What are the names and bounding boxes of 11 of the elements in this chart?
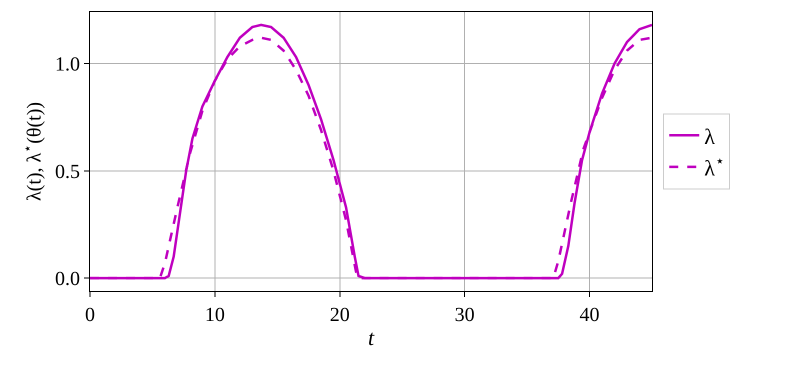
legend-label: λ$^{⋆}$: [704, 153, 724, 180]
y-tick-label: 0.5: [55, 160, 80, 183]
y-tick-label: 0.0: [55, 268, 80, 290]
y-tick-label: 1.0: [55, 54, 80, 76]
legend-label: λ: [704, 124, 716, 149]
x-tick-label: 10: [204, 304, 225, 326]
x-tick-label: 30: [454, 304, 475, 326]
x-tick-label: 0: [85, 304, 95, 326]
x-tick-label: 20: [330, 304, 350, 326]
x-tick-label: 40: [580, 304, 600, 326]
x-axis-title: t: [368, 324, 375, 350]
